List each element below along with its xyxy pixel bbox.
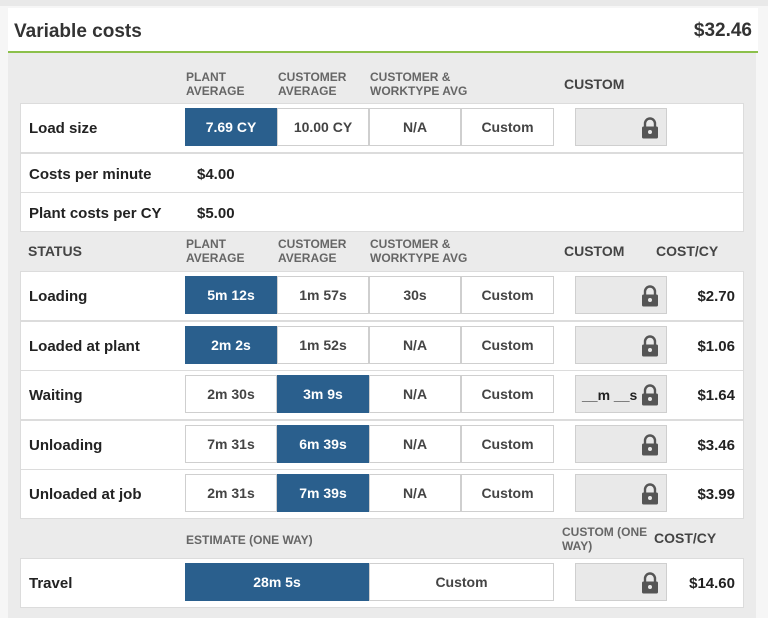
status-label: Loaded at plant xyxy=(29,338,140,355)
option-customer-average[interactable]: 1m 57s xyxy=(277,276,369,314)
status-header-customer-average: CUSTOMER AVERAGE xyxy=(278,237,346,265)
header-custom-one-way: CUSTOM (ONE WAY) xyxy=(562,525,647,553)
header-line: AVERAGE xyxy=(186,84,245,98)
header-custom: CUSTOM xyxy=(564,76,625,92)
option-customer-worktype[interactable]: N/A xyxy=(369,474,461,512)
section-header: Variable costs $32.46 xyxy=(8,8,758,53)
status-row-waiting: Waiting 2m 30s 3m 9s N/A Custom __m __s … xyxy=(20,370,744,420)
header-estimate: ESTIMATE (ONE WAY) xyxy=(186,533,313,547)
load-size-option-customer[interactable]: 10.00 CY xyxy=(277,108,369,146)
status-label: Waiting xyxy=(29,387,83,404)
option-customer-worktype[interactable]: 30s xyxy=(369,276,461,314)
option-custom[interactable]: Custom xyxy=(461,474,554,512)
header-line: CUSTOMER xyxy=(278,70,347,84)
header-line: CUSTOMER xyxy=(278,237,347,251)
status-row-loaded-at-plant: Loaded at plant 2m 2s 1m 52s N/A Custom … xyxy=(20,321,744,371)
load-size-label: Load size xyxy=(29,120,98,137)
custom-time-field[interactable] xyxy=(575,474,667,512)
load-size-option-worktype[interactable]: N/A xyxy=(369,108,461,146)
lock-icon xyxy=(642,483,658,505)
travel-custom-field[interactable] xyxy=(575,563,667,601)
cost-per-cy: $1.64 xyxy=(697,387,735,404)
costs-per-minute-label: Costs per minute xyxy=(29,166,152,183)
option-plant-average[interactable]: 2m 31s xyxy=(185,474,277,512)
status-label: Unloaded at job xyxy=(29,486,142,503)
custom-time-text: __m __s xyxy=(582,387,638,403)
header-line: CUSTOMER & xyxy=(370,237,451,251)
header-line: CUSTOMER & xyxy=(370,70,451,84)
header-line: PLANT xyxy=(186,70,226,84)
status-header-cost: COST/CY xyxy=(656,243,719,259)
cost-per-cy: $3.46 xyxy=(697,437,735,454)
status-label: Loading xyxy=(29,288,88,305)
option-plant-average[interactable]: 2m 30s xyxy=(185,375,277,413)
variable-costs-panel: PLANT AVERAGE CUSTOMER AVERAGE CUSTOMER … xyxy=(8,53,756,618)
lock-icon xyxy=(642,117,658,139)
load-size-option-plant[interactable]: 7.69 CY xyxy=(185,108,277,146)
travel-label: Travel xyxy=(29,575,73,592)
status-header-plant-average: PLANT AVERAGE xyxy=(186,237,244,265)
option-custom[interactable]: Custom xyxy=(461,326,554,364)
header-line: CUSTOM (ONE xyxy=(562,525,648,539)
header-customer-worktype: CUSTOMER & WORKTYPE AVG xyxy=(370,70,467,98)
travel-option-estimate[interactable]: 28m 5s xyxy=(185,563,369,601)
total-cost: $32.46 xyxy=(693,20,752,41)
costs-per-minute-row: Costs per minute $4.00 xyxy=(20,153,744,193)
header-plant-average: PLANT AVERAGE xyxy=(186,70,244,98)
header-line: PLANT xyxy=(186,237,226,251)
header-line: WORKTYPE AVG xyxy=(370,251,468,265)
header-line: WORKTYPE AVG xyxy=(370,84,468,98)
status-row-unloaded-at-job: Unloaded at job 2m 31s 7m 39s N/A Custom… xyxy=(20,469,744,519)
load-size-row: Load size 7.69 CY 10.00 CY N/A Custom xyxy=(20,103,744,153)
cost-per-cy: $3.99 xyxy=(697,486,735,503)
option-plant-average[interactable]: 2m 2s xyxy=(185,326,277,364)
option-custom[interactable]: Custom xyxy=(461,276,554,314)
status-header-customer-worktype: CUSTOMER & WORKTYPE AVG xyxy=(370,237,467,265)
plant-costs-per-cy-row: Plant costs per CY $5.00 xyxy=(20,192,744,232)
travel-row: Travel 28m 5s Custom $14.60 xyxy=(20,558,744,608)
header-customer-average: CUSTOMER AVERAGE xyxy=(278,70,346,98)
header-line: WAY) xyxy=(562,539,593,553)
travel-cost-per-cy: $14.60 xyxy=(689,575,735,592)
option-plant-average[interactable]: 5m 12s xyxy=(185,276,277,314)
status-header-custom: CUSTOM xyxy=(564,243,625,259)
cost-per-cy: $2.70 xyxy=(697,288,735,305)
option-customer-average[interactable]: 6m 39s xyxy=(277,425,369,463)
load-size-option-custom[interactable]: Custom xyxy=(461,108,554,146)
costs-per-minute-value: $4.00 xyxy=(197,166,235,183)
custom-time-field[interactable] xyxy=(575,425,667,463)
lock-icon xyxy=(642,384,658,406)
header-line: AVERAGE xyxy=(278,251,337,265)
top-bar xyxy=(0,0,768,6)
custom-time-field[interactable]: __m __s xyxy=(575,375,667,413)
header-line: AVERAGE xyxy=(186,251,245,265)
travel-header-cost: COST/CY xyxy=(654,530,717,546)
lock-icon xyxy=(642,335,658,357)
lock-icon xyxy=(642,572,658,594)
option-customer-worktype[interactable]: N/A xyxy=(369,326,461,364)
option-customer-worktype[interactable]: N/A xyxy=(369,425,461,463)
option-customer-average[interactable]: 7m 39s xyxy=(277,474,369,512)
option-plant-average[interactable]: 7m 31s xyxy=(185,425,277,463)
option-customer-average[interactable]: 3m 9s xyxy=(277,375,369,413)
section-title: Variable costs xyxy=(14,21,142,42)
cost-per-cy: $1.06 xyxy=(697,338,735,355)
option-custom[interactable]: Custom xyxy=(461,425,554,463)
status-row-loading: Loading 5m 12s 1m 57s 30s Custom $2.70 xyxy=(20,271,744,321)
load-size-custom-field[interactable] xyxy=(575,108,667,146)
option-custom[interactable]: Custom xyxy=(461,375,554,413)
header-line: AVERAGE xyxy=(278,84,337,98)
status-row-unloading: Unloading 7m 31s 6m 39s N/A Custom $3.46 xyxy=(20,420,744,470)
travel-option-custom[interactable]: Custom xyxy=(369,563,554,601)
lock-icon xyxy=(642,285,658,307)
status-label: Unloading xyxy=(29,437,103,454)
header-status: STATUS xyxy=(28,243,82,259)
custom-time-field[interactable] xyxy=(575,276,667,314)
option-customer-average[interactable]: 1m 52s xyxy=(277,326,369,364)
plant-costs-per-cy-label: Plant costs per CY xyxy=(29,205,162,222)
lock-icon xyxy=(642,434,658,456)
option-customer-worktype[interactable]: N/A xyxy=(369,375,461,413)
plant-costs-per-cy-value: $5.00 xyxy=(197,205,235,222)
custom-time-field[interactable] xyxy=(575,326,667,364)
